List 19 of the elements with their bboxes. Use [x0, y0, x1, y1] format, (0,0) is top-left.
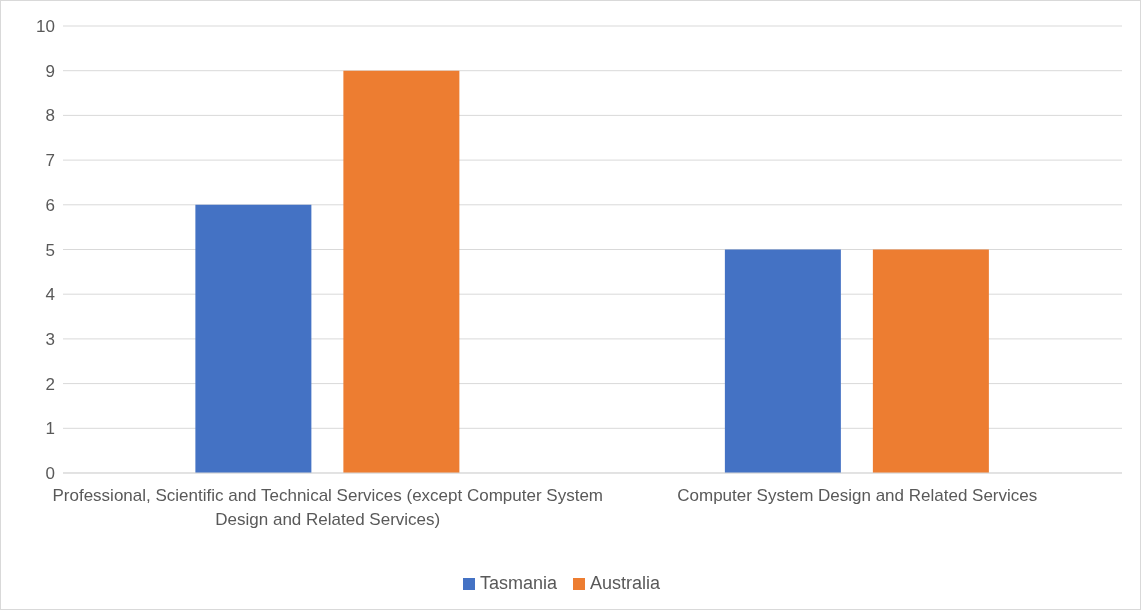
legend-label: Australia	[589, 573, 661, 594]
legend-label: Tasmania	[478, 573, 557, 594]
y-tick-label: 2	[45, 374, 55, 394]
bar	[343, 70, 460, 473]
y-tick-label: 7	[45, 151, 55, 171]
y-tick-label: 0	[45, 464, 55, 484]
y-tick-label: 6	[45, 195, 55, 215]
y-tick-label: 8	[45, 106, 55, 126]
y-tick-label: 1	[45, 419, 55, 439]
y-tick-label: 9	[45, 61, 55, 81]
y-tick-label: 10	[36, 17, 55, 37]
bar	[195, 204, 312, 473]
y-tick-label: 4	[45, 285, 55, 305]
x-tick-label: Computer System Design and Related Services	[677, 486, 1038, 506]
y-tick-label: 5	[45, 240, 55, 260]
y-tick-label: 3	[45, 329, 55, 349]
bar	[724, 249, 841, 473]
x-tick-label: Professional, Scientific and Technical Services (except Computer System Design and Related Services)	[52, 486, 604, 530]
bar	[872, 249, 989, 473]
